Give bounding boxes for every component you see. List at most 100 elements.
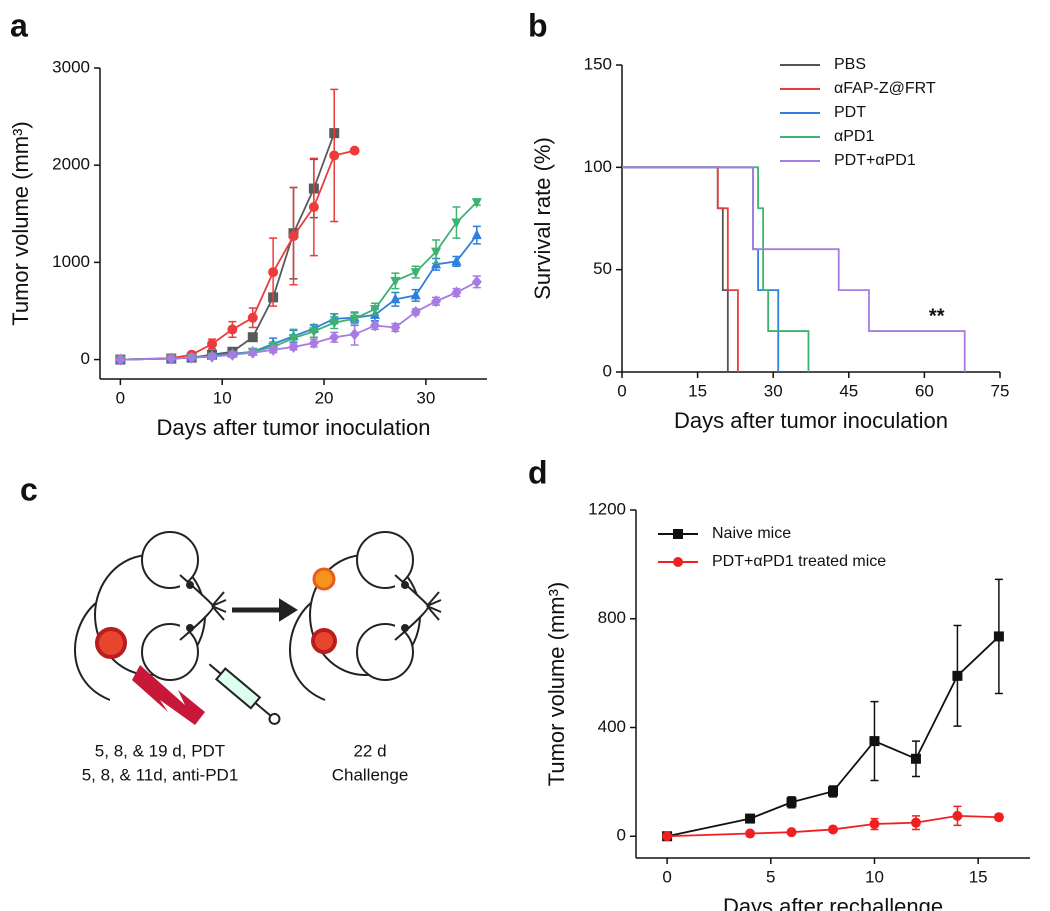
series-line — [667, 814, 999, 838]
ear — [356, 623, 414, 681]
y-tick-label: 0 — [617, 826, 626, 845]
marker — [431, 295, 442, 308]
marker — [227, 324, 238, 335]
x-tick-label: 60 — [915, 381, 934, 400]
marker — [207, 339, 218, 350]
x-tick-label: 20 — [315, 388, 334, 407]
legend-label: αFAP-Z@FRT — [834, 80, 936, 97]
ear — [141, 623, 199, 681]
survival-step — [622, 166, 780, 372]
marker — [451, 286, 462, 299]
x-tick-label: 75 — [991, 381, 1010, 400]
eye — [186, 581, 194, 589]
marker — [451, 255, 462, 266]
whiskers — [211, 591, 227, 621]
legend-label: PDT — [834, 104, 866, 121]
legend-label: Naive mice — [712, 525, 791, 542]
marker — [390, 321, 401, 334]
marker — [410, 268, 421, 279]
marker — [349, 145, 360, 156]
arrow-head — [279, 598, 298, 622]
survival-step — [622, 166, 966, 372]
x-tick-label: 15 — [969, 867, 988, 886]
marker — [308, 201, 319, 212]
marker — [115, 353, 126, 366]
marker — [786, 827, 797, 838]
legend-label: αPD1 — [834, 128, 874, 145]
marker — [828, 824, 838, 835]
marker — [227, 348, 238, 361]
y-tick-label: 150 — [584, 54, 612, 73]
marker — [268, 267, 279, 278]
x-tick-label: 30 — [416, 388, 435, 407]
x-tick-label: 10 — [865, 867, 884, 886]
marker — [662, 831, 673, 842]
mouse-diagram — [74, 531, 442, 725]
x-tick-label: 0 — [662, 867, 671, 886]
marker — [471, 275, 482, 288]
marker — [993, 812, 1004, 823]
y-tick-label: 800 — [598, 608, 626, 627]
marker — [247, 332, 258, 343]
marker — [288, 334, 299, 345]
survival-step — [622, 166, 810, 372]
series-line — [120, 234, 478, 361]
tumor — [311, 628, 337, 654]
marker — [390, 293, 401, 304]
y-axis-title: Tumor volume (mm³) — [8, 121, 33, 326]
x-tick-label: 0 — [617, 381, 626, 400]
survival-step — [622, 166, 729, 372]
marker — [451, 218, 462, 229]
x-axis-title: Days after rechallenge — [723, 894, 943, 911]
marker — [247, 312, 258, 323]
panel-label: c — [20, 471, 38, 507]
marker — [471, 229, 482, 240]
marker — [329, 318, 340, 329]
tail — [74, 599, 111, 701]
x-axis-title: Days after tumor inoculation — [157, 415, 431, 440]
marker — [910, 753, 921, 764]
legend-label: PDT+αPD1 — [834, 152, 916, 169]
marker — [952, 670, 963, 681]
y-tick-label: 100 — [584, 157, 612, 176]
ear — [141, 531, 199, 589]
legend-label: PDT+αPD1 treated mice — [712, 553, 886, 570]
y-tick-label: 2000 — [52, 155, 90, 174]
whiskers — [426, 591, 442, 621]
ear — [356, 531, 414, 589]
eye — [401, 624, 409, 632]
caption: Challenge — [332, 765, 409, 784]
series-line — [120, 132, 336, 361]
series-line — [120, 201, 478, 361]
x-axis-title: Days after tumor inoculation — [674, 408, 948, 433]
x-tick-label: 10 — [213, 388, 232, 407]
eye — [401, 581, 409, 589]
legend-label: PBS — [834, 56, 866, 73]
marker — [952, 810, 963, 821]
panel-label: d — [528, 454, 548, 490]
x-tick-label: 45 — [839, 381, 858, 400]
marker — [308, 327, 319, 338]
y-tick-label: 400 — [598, 717, 626, 736]
marker — [349, 314, 360, 325]
series-line — [120, 281, 478, 361]
y-tick-label: 1200 — [588, 499, 626, 518]
caption: 5, 8, & 11d, anti-PD1 — [82, 765, 239, 784]
tumor — [95, 627, 127, 659]
series-line — [666, 635, 1000, 838]
caption: 5, 8, & 19 d, PDT — [95, 741, 225, 760]
eye — [186, 624, 194, 632]
marker — [369, 319, 380, 332]
syringe — [208, 663, 281, 725]
x-tick-label: 15 — [688, 381, 707, 400]
marker — [207, 350, 218, 363]
marker — [369, 305, 380, 316]
marker — [828, 786, 838, 797]
tail — [289, 599, 326, 701]
marker — [673, 529, 683, 539]
laser-bolt — [132, 665, 205, 725]
marker — [247, 346, 258, 359]
marker — [786, 797, 797, 808]
marker — [869, 819, 880, 830]
